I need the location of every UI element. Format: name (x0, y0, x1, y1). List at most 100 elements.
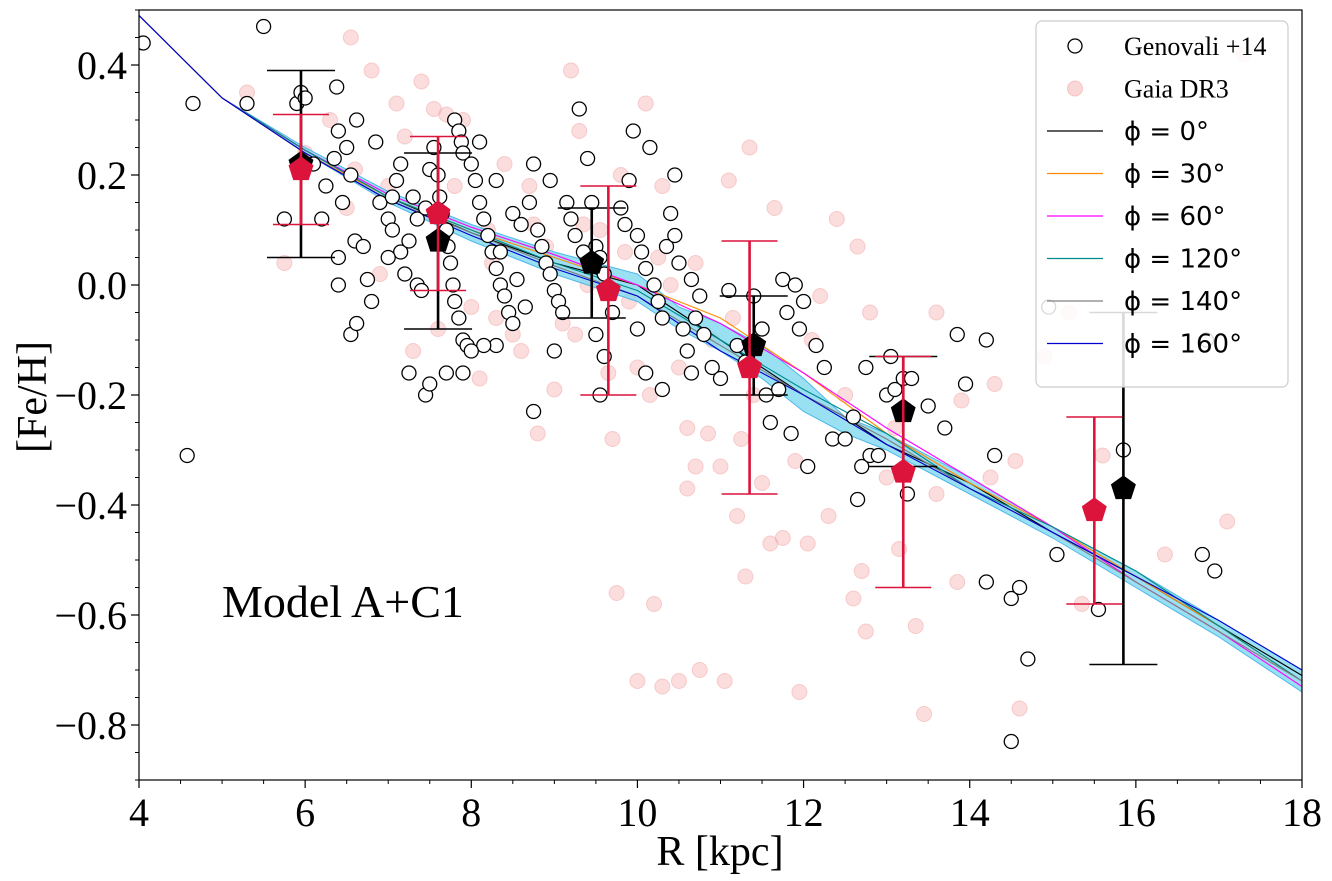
genovali-point (505, 205, 521, 222)
legend-label: ϕ = 120° (1124, 245, 1242, 275)
genovali-point (326, 150, 342, 167)
genovali-point (546, 343, 563, 359)
gaia-point (849, 238, 866, 255)
y-tick-label: 0.2 (77, 153, 127, 198)
gaia-point (737, 568, 754, 585)
genovali-point (496, 288, 513, 304)
gaia-point (812, 288, 829, 304)
gaia-point (845, 590, 862, 607)
gaia-point (567, 326, 584, 343)
genovali-point (1020, 651, 1036, 667)
gaia-bin-mean-marker (425, 200, 451, 225)
gaia-point (1156, 546, 1173, 563)
gaia-point (754, 475, 771, 491)
y-axis-title: [Fe/H] (10, 341, 56, 453)
gaia-point (571, 123, 588, 139)
genovali-point (438, 365, 455, 381)
x-tick-label: 10 (617, 790, 657, 835)
gaia-point (700, 425, 717, 442)
genovali-point (521, 194, 538, 211)
genovali-point (1003, 590, 1019, 607)
genovali-points-layer (139, 18, 1223, 750)
genovali-point (397, 266, 413, 282)
gaia-point (1219, 513, 1236, 530)
genovali-point (525, 156, 542, 172)
gaia-point (986, 376, 1003, 392)
genovali-bin-mean-marker (579, 249, 605, 274)
genovali-point (937, 420, 953, 436)
legend-label: Gaia DR3 (1124, 75, 1229, 104)
gaia-point (949, 574, 966, 590)
genovali-point (795, 293, 812, 310)
genovali-bin-mean-marker (1110, 475, 1136, 500)
genovali-point (559, 194, 575, 211)
genovali-point (683, 365, 700, 381)
gaia-point (463, 299, 480, 315)
genovali-point (588, 326, 604, 343)
gaia-point (862, 304, 879, 321)
genovali-point (318, 178, 334, 194)
genovali-point (471, 194, 488, 211)
gaia-point (521, 178, 538, 194)
genovali-point (754, 321, 770, 337)
genovali-point (463, 343, 479, 359)
gaia-point (982, 469, 999, 486)
gaia-point (405, 343, 422, 359)
gaia-point (878, 469, 895, 486)
gaia-point (276, 255, 293, 271)
genovali-point (654, 381, 670, 398)
genovali-point (849, 491, 866, 508)
genovali-point (845, 409, 862, 425)
genovali-point (480, 227, 496, 244)
y-tick-label: 0.4 (77, 43, 127, 88)
legend-box (1035, 20, 1289, 388)
genovali-point (467, 172, 484, 189)
genovali-point (471, 134, 488, 150)
genovali-point (563, 211, 579, 227)
genovali-point (330, 123, 347, 139)
genovali-point (513, 216, 529, 233)
genovali-point (1049, 546, 1065, 563)
genovali-point (492, 244, 509, 260)
model-annotation: Model A+C1 (222, 576, 464, 627)
genovali-point (276, 211, 293, 227)
gaia-bin-mean-marker (1081, 497, 1107, 522)
genovali-point (139, 35, 151, 51)
gaia-point (646, 596, 663, 612)
genovali-point (505, 315, 521, 332)
gaia-point (513, 343, 530, 359)
genovali-point (488, 172, 504, 189)
gaia-point (662, 277, 679, 293)
genovali-point (986, 447, 1003, 464)
genovali-point (667, 167, 683, 183)
genovali-point (667, 227, 683, 244)
gaia-point (712, 458, 729, 475)
genovali-point (646, 277, 662, 293)
genovali-point (405, 189, 421, 205)
genovali-point (887, 381, 903, 398)
genovali-point (401, 365, 417, 381)
genovali-point (870, 447, 886, 464)
genovali-point (409, 211, 425, 227)
gaia-point (853, 563, 870, 579)
gaia-point (791, 684, 808, 700)
x-tick-label: 12 (784, 790, 824, 835)
gaia-point (766, 200, 783, 216)
gaia-point (928, 486, 945, 502)
genovali-point (949, 326, 965, 343)
genovali-point (384, 222, 401, 238)
model-line-phi-160 (139, 15, 1302, 671)
gaia-bin-mean-marker (890, 458, 916, 483)
genovali-point (348, 112, 365, 128)
model-line-phi-30 (139, 15, 1302, 682)
genovali-point (783, 425, 799, 442)
genovali-point (712, 370, 729, 387)
genovali-point (447, 293, 463, 310)
genovali-point (638, 260, 654, 277)
genovali-point (372, 194, 388, 211)
genovali-point (978, 332, 994, 348)
genovali-point (255, 18, 272, 35)
genovali-point (654, 310, 670, 326)
genovali-point (179, 447, 195, 464)
